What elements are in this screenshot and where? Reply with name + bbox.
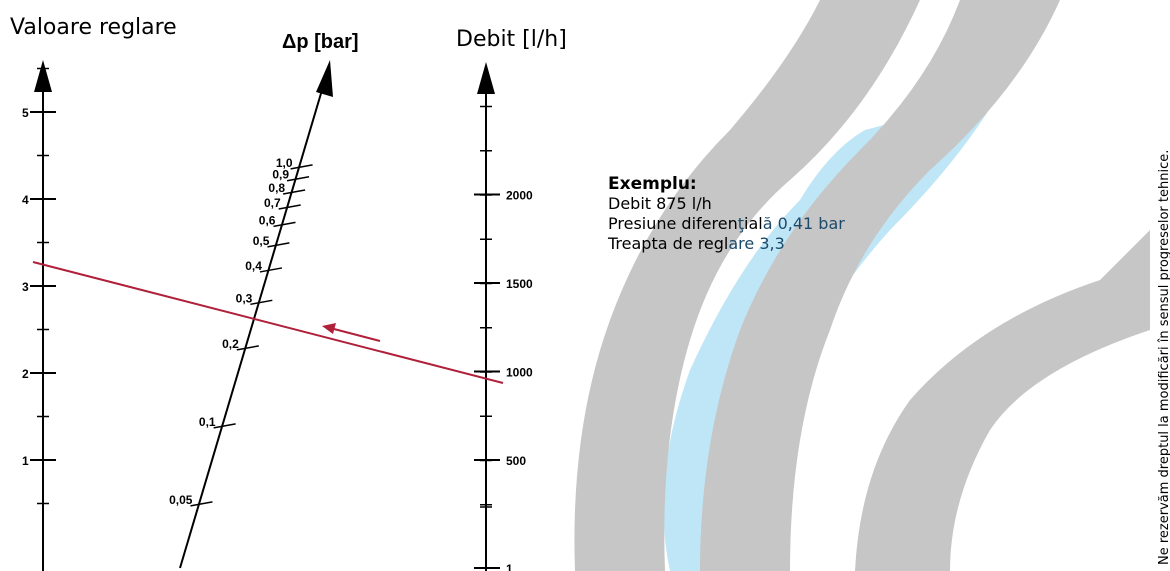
middle-axis-tick bbox=[260, 268, 282, 272]
middle-axis-tick-label: 1,0 bbox=[276, 156, 293, 170]
middle-axis-tick bbox=[190, 502, 212, 506]
middle-axis-title: Δp [bar] bbox=[282, 31, 359, 53]
middle-axis-tick bbox=[287, 177, 309, 181]
middle-axis-tick-label: 0,7 bbox=[264, 196, 281, 210]
disclaimer-text: Ne rezervăm dreptul la modificări în sen… bbox=[1157, 150, 1170, 565]
example-pressure-part-c: ial bbox=[744, 214, 763, 233]
middle-axis-tick bbox=[279, 205, 301, 209]
middle-axis-line bbox=[180, 90, 322, 568]
example-flow: Debit 875 l/h bbox=[608, 194, 845, 214]
middle-axis-tick-label: 0,5 bbox=[253, 234, 270, 248]
right-axis-tick-label: 500 bbox=[506, 454, 526, 468]
left-axis-tick-label: 1 bbox=[22, 454, 29, 468]
middle-axis-tick-label: 0,2 bbox=[222, 337, 239, 351]
right-axis-tick-label: 1 bbox=[506, 562, 513, 571]
right-axis-arrow-icon bbox=[477, 62, 495, 94]
left-axis-tick-label: 2 bbox=[22, 367, 29, 381]
middle-axis-tick bbox=[267, 243, 289, 247]
left-axis-title: Valoare reglare bbox=[10, 15, 177, 40]
middle-axis-tick bbox=[283, 190, 305, 194]
middle-axis-tick bbox=[214, 424, 236, 428]
middle-axis-tick-label: 0,1 bbox=[199, 415, 216, 429]
middle-axis-tick-label: 0,4 bbox=[245, 259, 262, 273]
right-axis-title: Debit [l/h] bbox=[456, 27, 567, 52]
left-axis-arrow-icon bbox=[34, 60, 52, 92]
middle-axis-tick bbox=[250, 300, 272, 304]
left-axis-tick-label: 4 bbox=[22, 193, 29, 207]
example-setting-part-b: are 3,3 bbox=[728, 234, 784, 253]
right-axis-tick-label: 2000 bbox=[506, 189, 533, 203]
middle-axis-tick-label: 0,6 bbox=[259, 213, 276, 227]
example-pressure-part-a: Presiune diferen bbox=[608, 214, 738, 233]
gray-band-right bbox=[855, 230, 1150, 571]
middle-axis: 0,050,10,20,30,40,50,60,70,80,91,0 bbox=[169, 60, 333, 568]
right-axis-tick-label: 1500 bbox=[506, 277, 533, 291]
example-setting-part-a: Treapta de regl bbox=[608, 234, 728, 253]
example-arrow-shaft bbox=[334, 329, 380, 341]
middle-axis-tick-label: 0,05 bbox=[169, 493, 193, 507]
left-axis-tick-label: 3 bbox=[22, 280, 29, 294]
middle-axis-tick bbox=[237, 346, 259, 350]
example-pressure: Presiune diferenţială 0,41 bar bbox=[608, 214, 845, 234]
left-axis-major-ticks: 1 2 3 4 5 bbox=[22, 106, 56, 468]
example-title: Exemplu: bbox=[608, 174, 845, 194]
middle-axis-tick bbox=[291, 165, 313, 169]
background-decoration bbox=[574, 0, 1150, 571]
left-axis-tick-label: 5 bbox=[22, 106, 29, 120]
middle-axis-tick-label: 0,3 bbox=[236, 291, 253, 305]
example-arrow-icon bbox=[322, 323, 336, 334]
middle-axis-arrow-icon bbox=[316, 60, 333, 97]
middle-axis-ticks: 0,050,10,20,30,40,50,60,70,80,91,0 bbox=[169, 156, 312, 507]
middle-axis-tick bbox=[273, 222, 295, 226]
example-setting: Treapta de reglare 3,3 bbox=[608, 234, 845, 254]
example-box: Exemplu: Debit 875 l/h Presiune diferenţ… bbox=[608, 174, 845, 254]
example-reading-line bbox=[33, 262, 503, 383]
middle-axis-tick-label: 0,8 bbox=[268, 181, 285, 195]
example-pressure-part-d: ă 0,41 bar bbox=[763, 214, 845, 233]
right-axis-tick-label: 1000 bbox=[506, 366, 533, 380]
left-axis: 1 2 3 4 5 bbox=[22, 60, 56, 571]
